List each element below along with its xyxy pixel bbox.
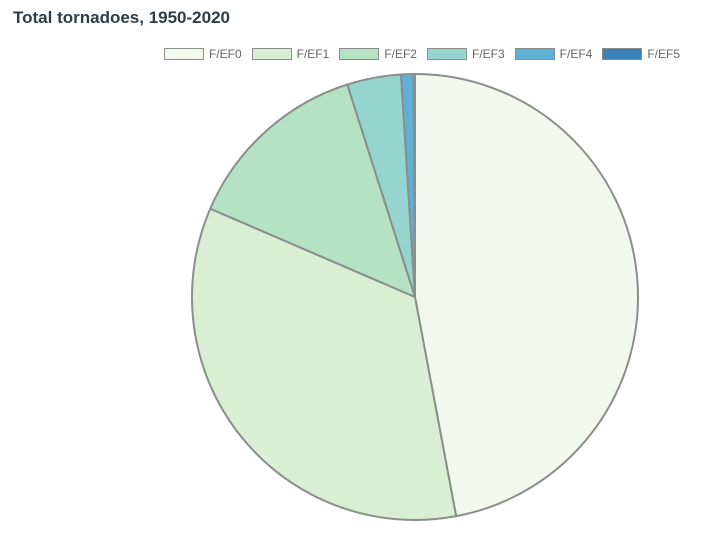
legend-label: F/EF1 (296, 47, 330, 61)
chart-legend: F/EF0 F/EF1 F/EF2 F/EF3 F/EF4 F/EF5 (163, 47, 680, 61)
legend-item[interactable]: F/EF0 (163, 47, 242, 61)
pie-slices (191, 72, 639, 521)
chart-title: Total tornadoes, 1950-2020 (13, 8, 230, 27)
pie-slice-f-ef5[interactable] (412, 72, 416, 298)
legend-item[interactable]: F/EF3 (426, 47, 505, 61)
legend-label: F/EF5 (647, 47, 680, 61)
legend-item[interactable]: F/EF4 (514, 47, 593, 61)
legend-label: F/EF2 (384, 47, 417, 61)
legend-label: F/EF4 (559, 47, 593, 61)
legend-item[interactable]: F/EF1 (251, 47, 330, 61)
legend-swatch (426, 48, 467, 60)
legend-swatch (251, 48, 292, 60)
legend-label: F/EF0 (208, 47, 242, 61)
legend-swatch (514, 48, 555, 60)
legend-item[interactable]: F/EF5 (602, 47, 680, 61)
legend-item[interactable]: F/EF2 (339, 47, 417, 61)
legend-label: F/EF3 (471, 47, 505, 61)
legend-swatch (339, 48, 380, 60)
pie-slice-f-ef0[interactable] (414, 73, 639, 518)
legend-swatch (163, 48, 204, 60)
legend-swatch (602, 48, 643, 60)
